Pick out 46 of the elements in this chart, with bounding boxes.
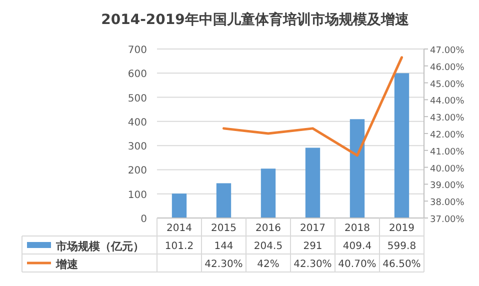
data-label: 40.70% bbox=[338, 259, 376, 270]
y-tick-label: 400 bbox=[128, 117, 147, 128]
y-tick-label: 200 bbox=[128, 166, 147, 177]
y-tick-label: 0 bbox=[140, 214, 147, 225]
y-tick-label: 300 bbox=[128, 142, 147, 153]
data-label: 101.2 bbox=[164, 241, 194, 252]
y2-tick-label: 37.00% bbox=[430, 215, 465, 225]
y-tick-label: 600 bbox=[128, 69, 147, 80]
y2-tick-label: 46.00% bbox=[430, 62, 465, 73]
y-tick-label: 700 bbox=[128, 45, 147, 56]
bar bbox=[350, 119, 365, 218]
x-tick-label: 2016 bbox=[256, 223, 281, 234]
data-label: 291 bbox=[303, 241, 322, 252]
bar bbox=[394, 73, 410, 218]
bar bbox=[305, 148, 320, 218]
chart-title: 2014-2019年中国儿童体育培训市场规模及增速 bbox=[101, 11, 410, 28]
y2-tick-label: 44.00% bbox=[430, 96, 465, 107]
y2-tick-label: 47.00% bbox=[430, 46, 465, 56]
y2-tick-label: 41.00% bbox=[430, 147, 465, 158]
y2-tick-label: 42.00% bbox=[430, 130, 465, 140]
bar bbox=[216, 183, 232, 218]
y2-tick-label: 40.00% bbox=[430, 164, 465, 174]
y2-tick-label: 38.00% bbox=[430, 198, 465, 208]
line-series bbox=[222, 56, 403, 157]
y2-tick-label: 43.00% bbox=[430, 114, 465, 124]
data-label: 42% bbox=[257, 259, 280, 270]
x-tick-label: 2018 bbox=[344, 223, 370, 234]
data-label: 46.50% bbox=[382, 259, 421, 270]
y2-tick-label: 39.00% bbox=[430, 181, 465, 192]
x-tick-label: 2014 bbox=[166, 223, 192, 234]
data-label: 409.4 bbox=[342, 241, 372, 252]
y2-tick-label: 45.00% bbox=[430, 80, 465, 90]
y-tick-label: 500 bbox=[128, 93, 147, 104]
bar bbox=[260, 168, 276, 218]
data-label: 144 bbox=[214, 241, 234, 252]
y-tick-label: 100 bbox=[128, 190, 147, 201]
data-label: 42.30% bbox=[294, 259, 332, 270]
x-tick-label: 2019 bbox=[389, 223, 414, 234]
legend-label: 市场规模（亿元） bbox=[55, 240, 144, 253]
x-tick-label: 2017 bbox=[300, 223, 326, 234]
bar bbox=[172, 194, 187, 218]
data-label: 42.30% bbox=[204, 259, 243, 270]
legend-label: 增速 bbox=[55, 258, 79, 271]
data-label: 204.5 bbox=[254, 241, 283, 252]
x-tick-label: 2015 bbox=[211, 223, 236, 234]
data-label: 599.8 bbox=[387, 241, 416, 252]
